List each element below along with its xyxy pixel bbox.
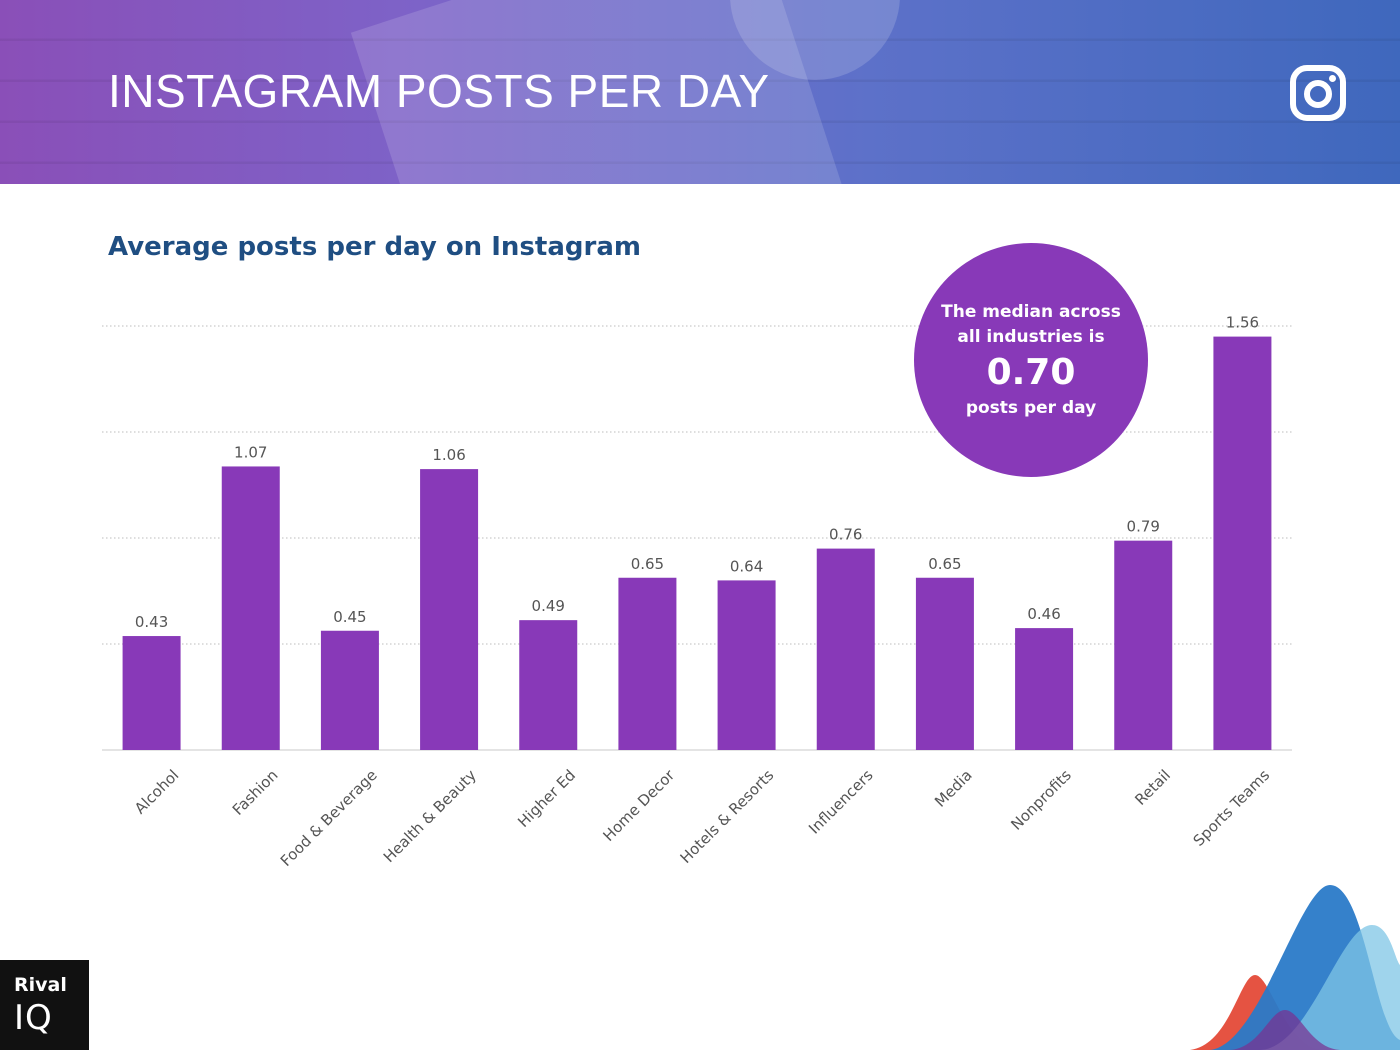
median-value: 0.70 (986, 352, 1076, 393)
bar (618, 577, 677, 750)
x-tick-label: Influencers (805, 766, 877, 838)
x-tick-label: Health & Beauty (380, 766, 480, 866)
x-tick-label: Retail (1131, 766, 1174, 809)
rival-iq-logo: Rival IQ (0, 960, 89, 1050)
bar-value-label: 0.79 (1127, 518, 1160, 536)
median-text: The median across all industries is (941, 302, 1121, 347)
bar-value-label: 0.43 (135, 613, 168, 631)
bar (420, 469, 479, 750)
median-unit: posts per day (965, 398, 1097, 418)
bar-value-label: 0.46 (1027, 605, 1060, 623)
chart-title: Average posts per day on Instagram (108, 232, 641, 262)
page-title: INSTAGRAM POSTS PER DAY (108, 65, 770, 117)
bar (816, 548, 875, 750)
bar-value-label: 0.49 (532, 597, 565, 615)
median-callout: The median across all industries is 0.70… (914, 243, 1148, 477)
bar (915, 577, 974, 750)
bar (717, 580, 776, 750)
instagram-icon (1290, 65, 1346, 121)
bar (221, 466, 280, 750)
bar (1015, 628, 1074, 750)
x-tick-label: Fashion (229, 766, 282, 819)
x-tick-label: Food & Beverage (277, 766, 381, 870)
bar-value-label: 0.64 (730, 557, 763, 575)
bar (519, 620, 578, 750)
logo-text-iq: IQ (14, 998, 53, 1038)
x-tick-label: Sports Teams (1190, 766, 1274, 850)
bar (1114, 540, 1173, 750)
banner-texture (0, 0, 1400, 184)
bar-value-label: 0.45 (333, 608, 366, 626)
bar (122, 636, 181, 750)
logo-text-rival: Rival (14, 974, 67, 996)
x-tick-label: Higher Ed (514, 766, 579, 831)
bar (320, 630, 379, 750)
bar-value-label: 1.06 (432, 446, 465, 464)
bar-value-label: 0.65 (631, 555, 664, 573)
x-tick-label: Hotels & Resorts (677, 766, 778, 867)
bar-value-label: 0.65 (928, 555, 961, 573)
x-tick-label: Nonprofits (1007, 766, 1075, 834)
bar-value-label: 1.07 (234, 443, 267, 461)
bar (1213, 336, 1272, 750)
bar-value-label: 0.76 (829, 526, 862, 544)
brand-waves-decor (1190, 885, 1400, 1050)
x-tick-label: Home Decor (599, 766, 678, 845)
bar-value-label: 1.56 (1226, 314, 1259, 332)
x-tick-label: Media (931, 766, 976, 811)
x-tick-label: Alcohol (131, 766, 182, 817)
header-banner: INSTAGRAM POSTS PER DAY (0, 0, 1400, 184)
